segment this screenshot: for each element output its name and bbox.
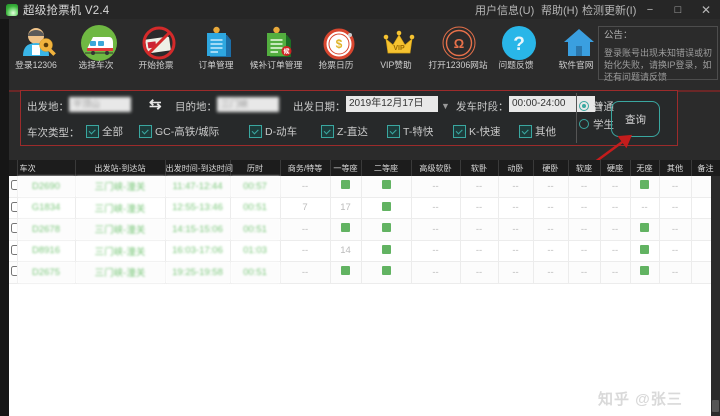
- svg-text:$: $: [336, 37, 343, 51]
- svg-text:候: 候: [283, 48, 290, 56]
- svg-text:VIP: VIP: [393, 45, 405, 52]
- svg-text:Ω: Ω: [454, 36, 464, 51]
- svg-text:?: ?: [513, 34, 525, 55]
